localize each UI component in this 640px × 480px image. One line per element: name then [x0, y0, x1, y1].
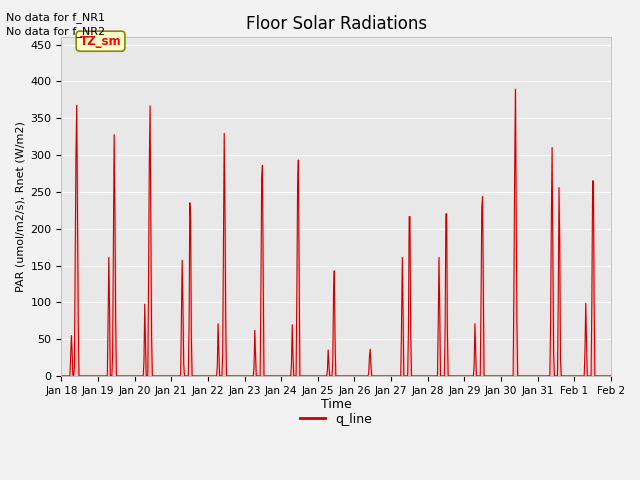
X-axis label: Time: Time [321, 398, 351, 411]
Text: TZ_sm: TZ_sm [80, 35, 122, 48]
Text: No data for f_NR1: No data for f_NR1 [6, 12, 106, 23]
Text: No data for f_NR2: No data for f_NR2 [6, 26, 106, 37]
Title: Floor Solar Radiations: Floor Solar Radiations [246, 15, 427, 33]
Legend: q_line: q_line [295, 408, 377, 431]
Y-axis label: PAR (umol/m2/s), Rnet (W/m2): PAR (umol/m2/s), Rnet (W/m2) [15, 121, 25, 292]
